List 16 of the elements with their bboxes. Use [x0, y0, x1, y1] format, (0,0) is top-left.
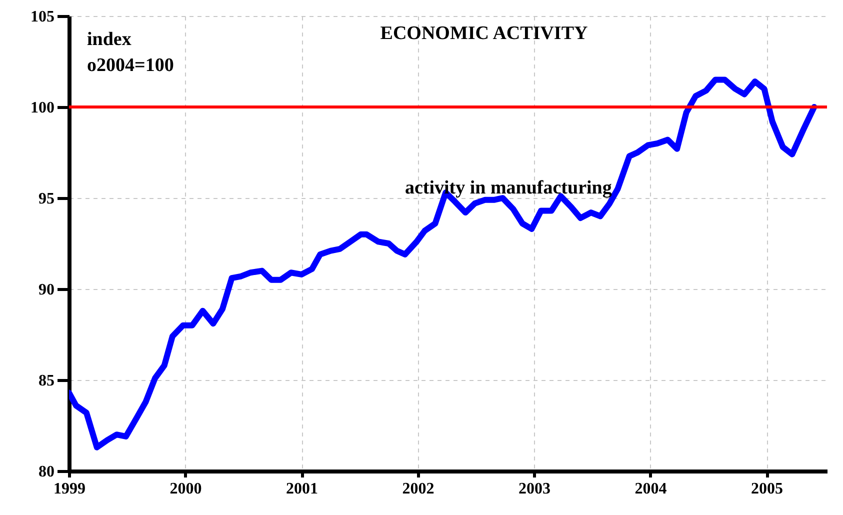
y-tick-label: 95 — [38, 190, 54, 208]
y-tick-label: 90 — [38, 282, 54, 298]
chart-title: ECONOMIC ACTIVITY — [380, 23, 588, 44]
y-axis-title: index o2004=100 — [87, 29, 174, 76]
x-tick-label: 2003 — [518, 480, 551, 498]
x-tick-label: 2000 — [170, 480, 202, 498]
y-tick-label: 105 — [30, 8, 54, 26]
y-tick-label: 85 — [38, 372, 54, 390]
x-tick-label: 2004 — [634, 480, 667, 498]
x-tick-label: 2002 — [402, 480, 434, 498]
y-tick-label: 80 — [38, 464, 54, 480]
y-tick-label: 100 — [30, 100, 54, 116]
x-tick-label: 2005 — [751, 480, 784, 498]
x-tick-label: 1999 — [54, 480, 86, 498]
x-tick-label: 2001 — [286, 480, 318, 498]
series-label: activity in manufacturing — [404, 178, 612, 199]
